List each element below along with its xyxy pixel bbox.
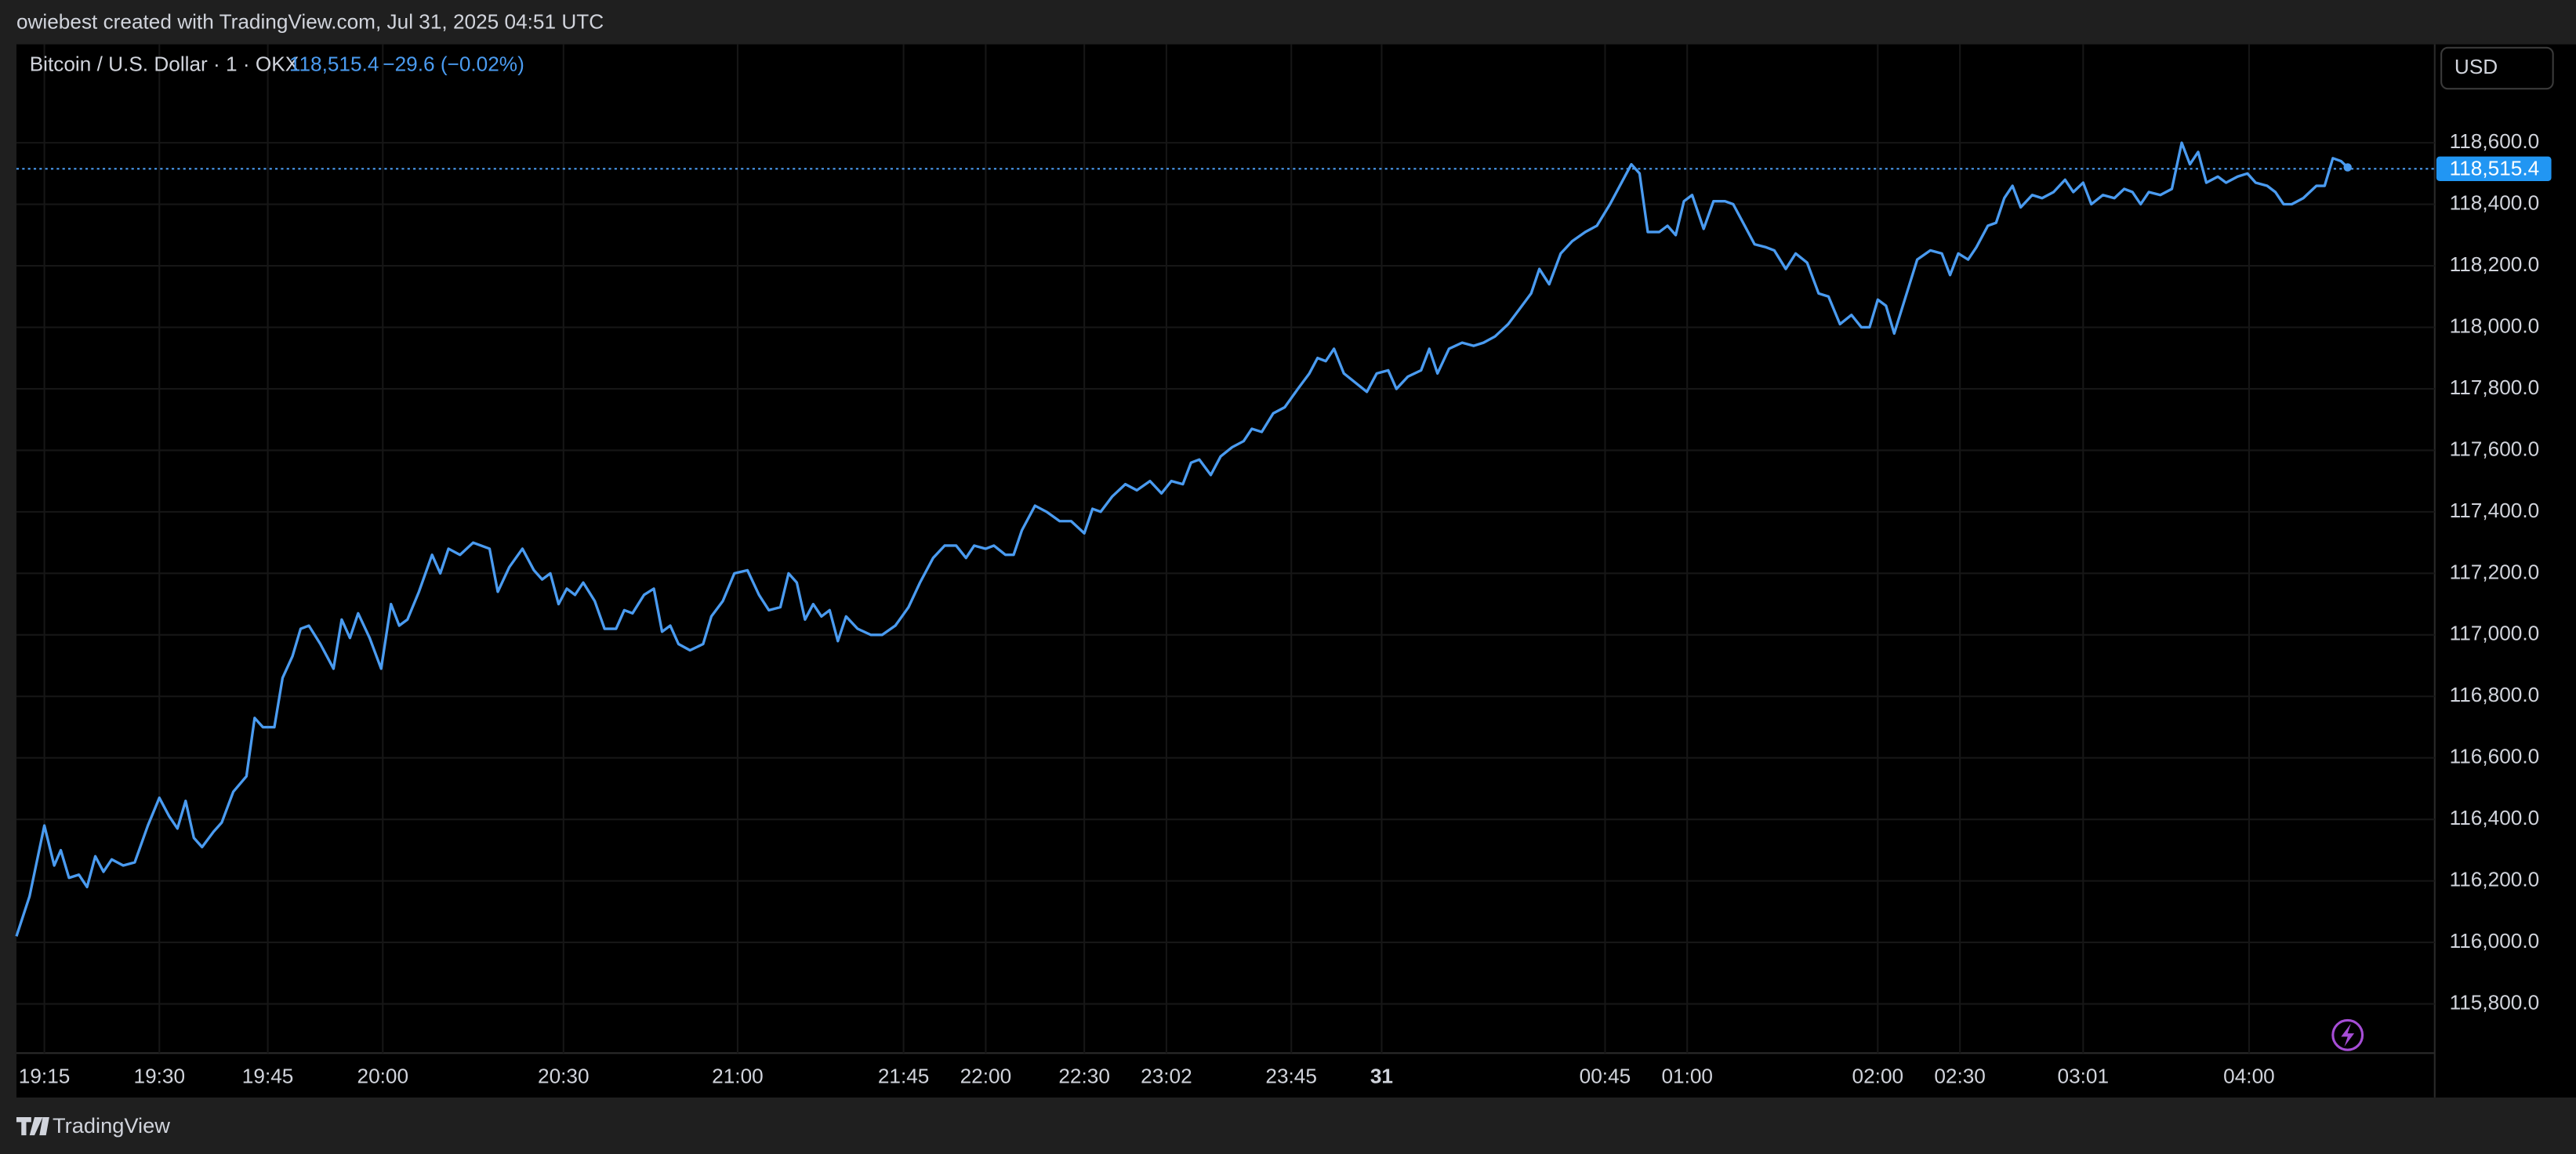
y-tick-label: 118,400.0 [2450, 191, 2540, 215]
x-tick-label: 03:01 [2058, 1065, 2110, 1088]
header-change: −29.6 (−0.02%) [383, 53, 524, 76]
grid [16, 44, 2435, 1054]
x-tick-label: 23:02 [1141, 1065, 1192, 1088]
x-tick-label: 02:00 [1852, 1065, 1904, 1088]
x-tick-label: 21:45 [878, 1065, 930, 1088]
time-axis [16, 1053, 2435, 1098]
lightning-bolt [2341, 1023, 2355, 1047]
lightning-icon[interactable] [2331, 1018, 2364, 1051]
symbol-title: Bitcoin / U.S. Dollar · 1 · OKX [30, 53, 299, 76]
brand: TradingView [53, 1113, 170, 1138]
price-axis [2434, 44, 2576, 1098]
x-tick-label: 02:30 [1934, 1065, 1986, 1088]
price-line [15, 141, 2349, 937]
y-tick-label: 118,000.0 [2450, 314, 2540, 337]
y-tick-label: 116,000.0 [2450, 929, 2540, 953]
marks [15, 141, 2435, 937]
y-tick-label: 118,200.0 [2450, 252, 2540, 276]
y-tick-label: 116,400.0 [2450, 806, 2540, 829]
y-tick-label: 117,400.0 [2450, 499, 2540, 522]
brand-logo [16, 1117, 49, 1136]
x-tick-label: 20:00 [357, 1065, 409, 1088]
x-tick-label: 23:45 [1265, 1065, 1317, 1088]
x-tick-label: 01:00 [1661, 1065, 1713, 1088]
y-tick-label: 117,000.0 [2450, 622, 2540, 645]
last-point [2343, 163, 2352, 172]
x-tick-label: 22:00 [960, 1065, 1012, 1088]
x-tick-label: 20:30 [538, 1065, 590, 1088]
y-tick-label: 116,800.0 [2450, 683, 2540, 706]
currency-button[interactable] [2440, 46, 2554, 90]
credit: owiebest created with TradingView.com, J… [16, 9, 604, 33]
y-tick-label: 117,200.0 [2450, 560, 2540, 583]
x-tick-label: 19:15 [19, 1065, 71, 1088]
currency[interactable]: USD [2454, 55, 2498, 78]
y-tick-label: 115,800.0 [2450, 990, 2540, 1014]
x-tick-label: 22:30 [1058, 1065, 1110, 1088]
last-price-label: 118,515.4 [2450, 156, 2540, 180]
y-tick-label: 116,600.0 [2450, 745, 2540, 768]
x-tick-label: 04:00 [2223, 1065, 2275, 1088]
x-tick-label: 19:30 [134, 1065, 186, 1088]
y-tick-label: 117,600.0 [2450, 437, 2540, 460]
x-tick-label: 00:45 [1580, 1065, 1631, 1088]
x-tick-label: 31 [1370, 1065, 1393, 1088]
y-tick-label: 118,600.0 [2450, 129, 2540, 153]
y-tick-label: 116,200.0 [2450, 868, 2540, 891]
x-tick-label: 19:45 [242, 1065, 294, 1088]
last-price-tag [2436, 156, 2552, 182]
plot-area [16, 44, 2435, 1054]
y-tick-label: 117,800.0 [2450, 376, 2540, 399]
x-tick-label: 21:00 [712, 1065, 764, 1088]
header-price: 118,515.4 [289, 53, 379, 76]
